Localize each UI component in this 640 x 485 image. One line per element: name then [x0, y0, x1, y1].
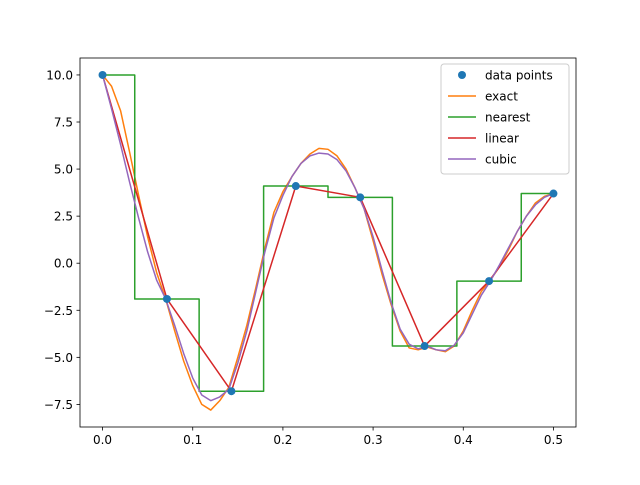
y-tick-label: 0.0 [54, 257, 73, 271]
x-tick-label: 0.0 [93, 433, 112, 447]
y-tick-label: −7.5 [44, 398, 73, 412]
data-point [420, 342, 429, 351]
y-tick-label: 10.0 [46, 68, 73, 82]
legend-label: nearest [485, 111, 531, 125]
legend-label: data points [485, 69, 553, 83]
series-line-cubic [101, 74, 555, 402]
y-tick-label: −5.0 [44, 351, 73, 365]
x-tick-label: 0.5 [544, 433, 563, 447]
legend-label: linear [485, 132, 519, 146]
data-point [356, 193, 365, 202]
data-point [227, 387, 236, 396]
x-tick-label: 0.1 [183, 433, 202, 447]
legend-marker-data-points [458, 71, 466, 79]
y-tick-label: 7.5 [54, 116, 73, 130]
series-line-exact [101, 74, 555, 411]
legend-label: exact [485, 90, 518, 104]
axes-frame [79, 57, 577, 428]
legend: data points exact nearest linear cubic [440, 63, 570, 175]
y-tick-label: −2.5 [44, 304, 73, 318]
legend-label: cubic [485, 153, 517, 167]
x-tick-label: 0.3 [364, 433, 383, 447]
x-tick-label: 0.4 [454, 433, 473, 447]
data-points-layer [98, 70, 558, 396]
data-point [98, 70, 107, 79]
data-point [485, 277, 494, 286]
y-tick-label: 5.0 [54, 163, 73, 177]
y-axis-ticks: −7.5 −5.0 −2.5 0.0 2.5 5.0 7.5 10.0 [44, 68, 80, 412]
data-point [549, 189, 558, 198]
data-point [291, 182, 300, 191]
x-tick-label: 0.2 [273, 433, 292, 447]
x-axis-ticks: 0.0 0.1 0.2 0.3 0.4 0.5 [93, 427, 563, 447]
series-line-linear [101, 74, 555, 392]
legend-box [440, 63, 570, 175]
y-tick-label: 2.5 [54, 210, 73, 224]
data-point [162, 294, 171, 303]
